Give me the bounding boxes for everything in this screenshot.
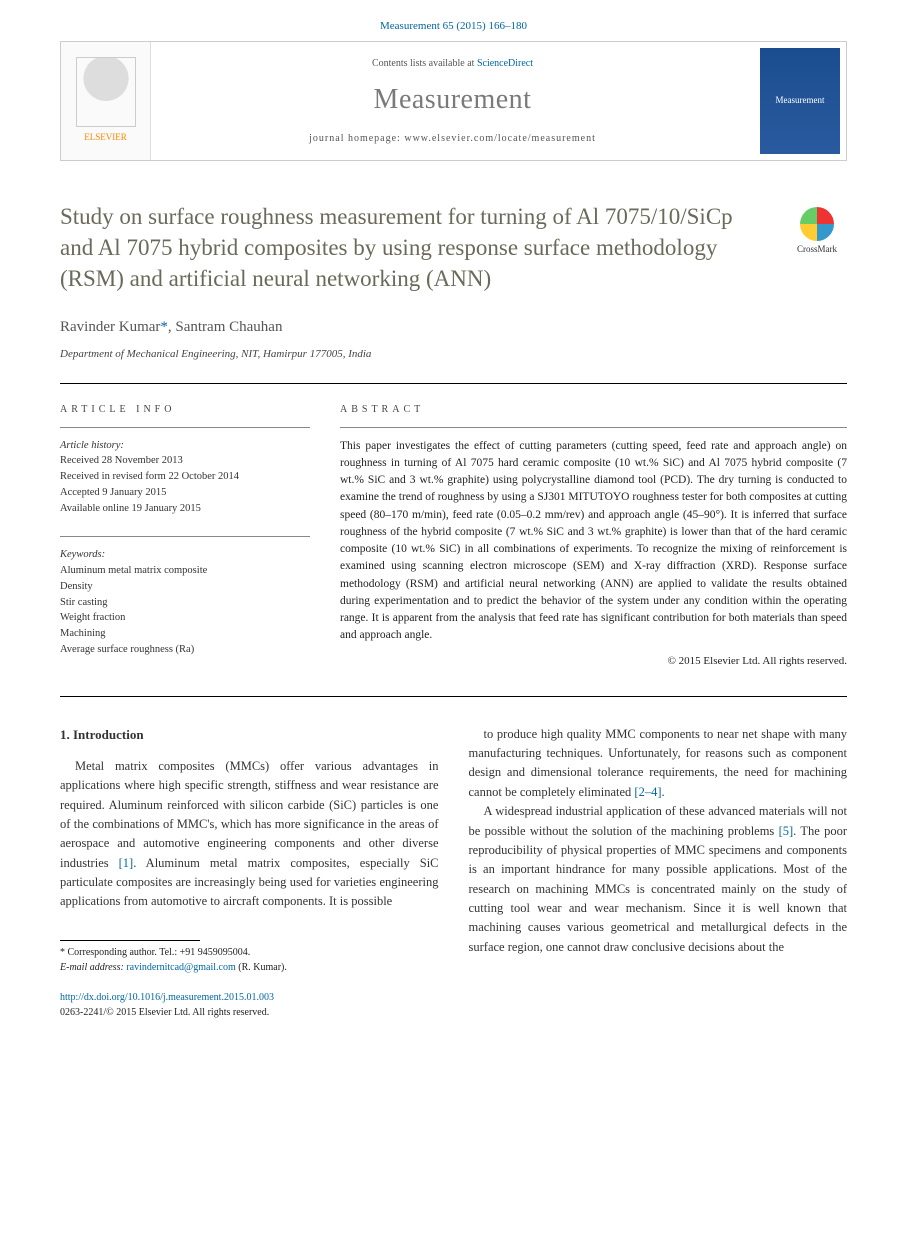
elsevier-tree-icon	[76, 57, 136, 127]
citation: Measurement 65 (2015) 166–180	[380, 20, 527, 32]
crossmark-badge[interactable]: CrossMark	[787, 207, 847, 257]
body-col-right: to produce high quality MMC components t…	[469, 725, 848, 976]
ref-2-4[interactable]: [2–4]	[634, 785, 661, 799]
ref-5[interactable]: [5]	[779, 824, 794, 838]
author-1[interactable]: Ravinder Kumar	[60, 319, 160, 335]
body-col-left: 1. Introduction Metal matrix composites …	[60, 725, 439, 976]
keywords-rule	[60, 536, 310, 537]
meta-abstract-row: ARTICLE INFO Article history: Received 2…	[60, 384, 847, 696]
sciencedirect-link[interactable]: ScienceDirect	[477, 58, 533, 69]
running-head: Measurement 65 (2015) 166–180	[0, 0, 907, 41]
journal-name: Measurement	[374, 79, 532, 121]
intro-para-3: A widespread industrial application of t…	[469, 802, 848, 957]
authors-line: Ravinder Kumar*, Santram Chauhan	[60, 316, 847, 339]
doi-link[interactable]: http://dx.doi.org/10.1016/j.measurement.…	[60, 992, 274, 1003]
footnotes: * Corresponding author. Tel.: +91 945909…	[60, 945, 439, 976]
elsevier-logo: ELSEVIER	[61, 42, 151, 160]
intro-para-1: Metal matrix composites (MMCs) offer var…	[60, 757, 439, 912]
abstract-heading: ABSTRACT	[340, 402, 847, 417]
page-footer: http://dx.doi.org/10.1016/j.measurement.…	[60, 990, 847, 1020]
body-columns: 1. Introduction Metal matrix composites …	[60, 725, 847, 976]
corr-author-note: * Corresponding author. Tel.: +91 945909…	[60, 945, 439, 961]
ref-1[interactable]: [1]	[119, 856, 134, 870]
abstract-rule	[340, 427, 847, 428]
info-heading: ARTICLE INFO	[60, 402, 310, 417]
article-info-col: ARTICLE INFO Article history: Received 2…	[60, 402, 310, 678]
article-head: CrossMark Study on surface roughness mea…	[60, 201, 847, 363]
journal-header-box: ELSEVIER Contents lists available at Sci…	[60, 41, 847, 161]
email-link[interactable]: ravindernitcad@gmail.com	[126, 962, 235, 973]
section-1-heading: 1. Introduction	[60, 725, 439, 745]
author-2[interactable]: , Santram Chauhan	[168, 319, 283, 335]
abstract-col: ABSTRACT This paper investigates the eff…	[340, 402, 847, 678]
corr-marker: *	[160, 319, 168, 335]
issn-copyright: 0263-2241/© 2015 Elsevier Ltd. All right…	[60, 1005, 847, 1020]
copyright-line: © 2015 Elsevier Ltd. All rights reserved…	[340, 653, 847, 670]
keywords-block: Keywords: Aluminum metal matrix composit…	[60, 547, 310, 657]
contents-line: Contents lists available at ScienceDirec…	[372, 56, 533, 71]
homepage-url[interactable]: www.elsevier.com/locate/measurement	[404, 133, 596, 144]
article-history: Article history: Received 28 November 20…	[60, 438, 310, 517]
footnote-rule	[60, 940, 200, 941]
affiliation: Department of Mechanical Engineering, NI…	[60, 346, 847, 363]
info-rule	[60, 427, 310, 428]
intro-para-2: to produce high quality MMC components t…	[469, 725, 848, 803]
abstract-text: This paper investigates the effect of cu…	[340, 438, 847, 645]
crossmark-icon	[800, 207, 834, 241]
publisher-name: ELSEVIER	[84, 131, 127, 145]
email-line: E-mail address: ravindernitcad@gmail.com…	[60, 960, 439, 976]
rule-bottom	[60, 696, 847, 697]
article-title: Study on surface roughness measurement f…	[60, 201, 847, 294]
header-center: Contents lists available at ScienceDirec…	[151, 42, 754, 160]
homepage-line: journal homepage: www.elsevier.com/locat…	[309, 131, 596, 146]
journal-cover-thumb: Measurement	[760, 48, 840, 154]
